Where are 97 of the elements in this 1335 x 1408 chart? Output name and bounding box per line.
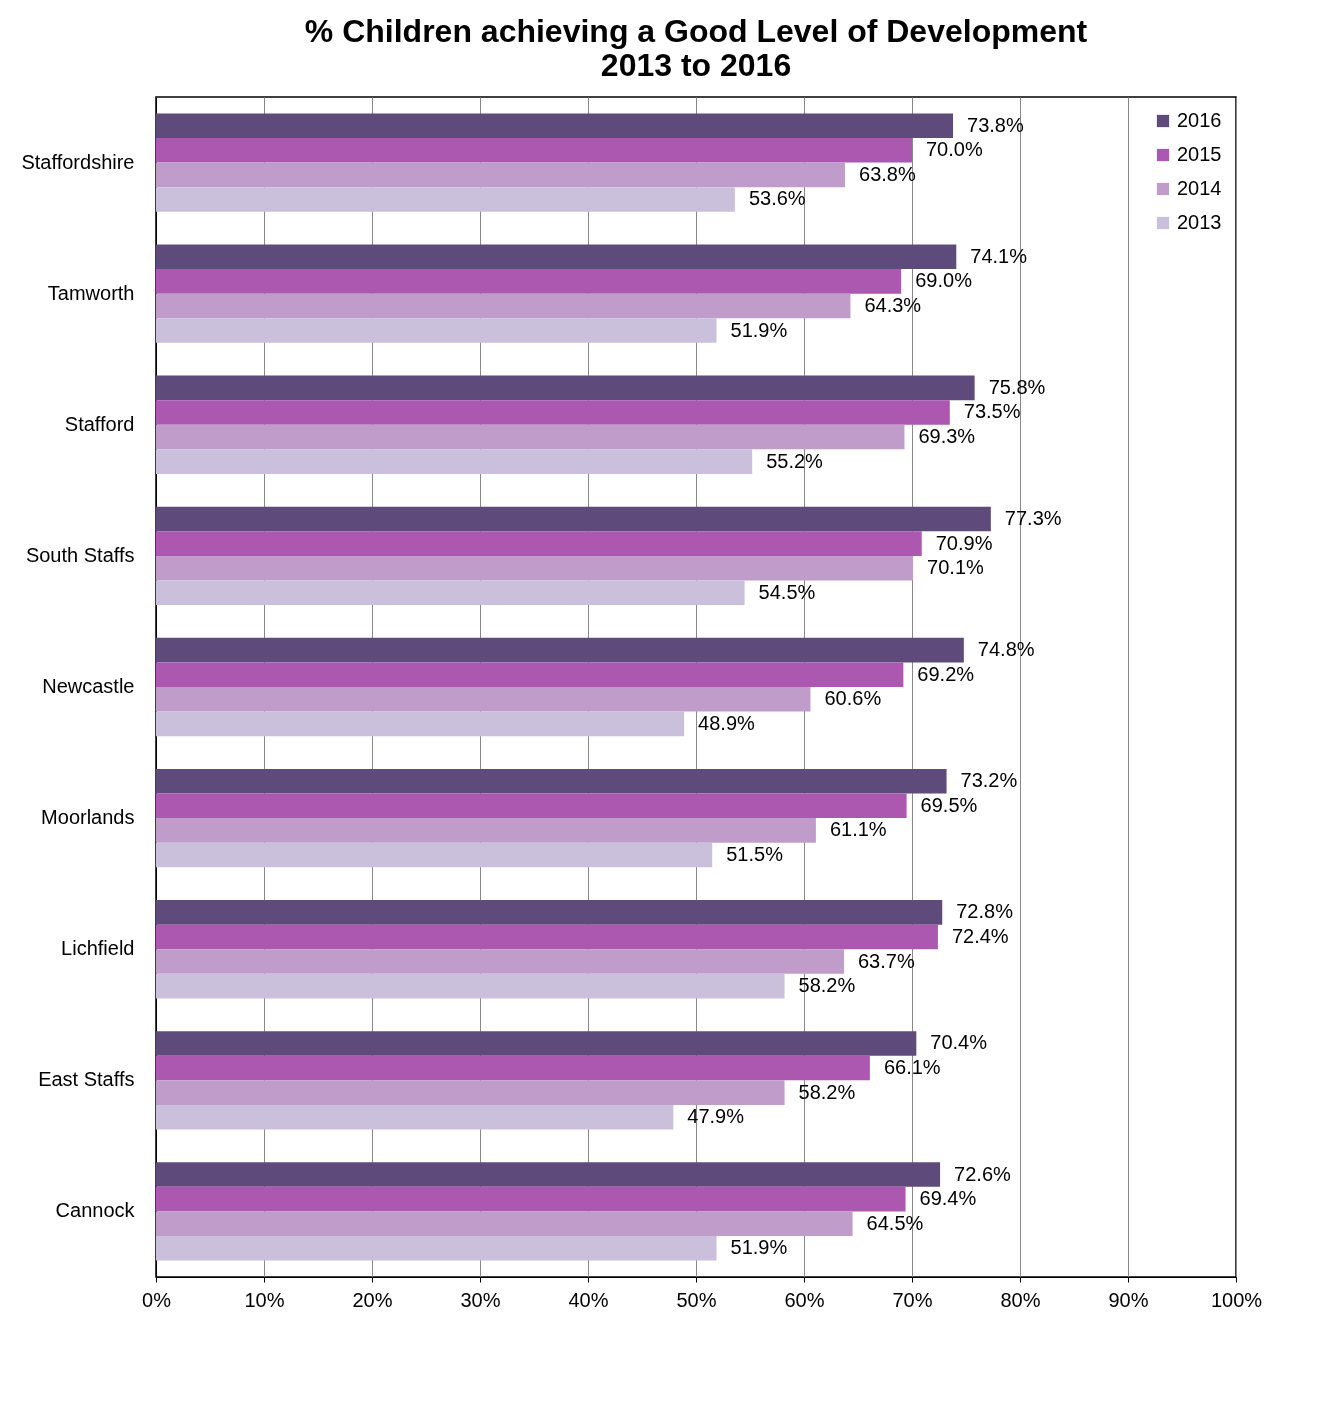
bar bbox=[156, 187, 735, 212]
data-label: 70.9% bbox=[935, 531, 993, 554]
data-label: 58.2% bbox=[798, 974, 856, 997]
bar bbox=[156, 1186, 906, 1212]
bar bbox=[156, 162, 846, 188]
bar bbox=[156, 1080, 785, 1105]
bar bbox=[156, 973, 785, 999]
data-label: 55.2% bbox=[766, 449, 824, 472]
data-label: 51.9% bbox=[730, 1236, 788, 1259]
bar bbox=[156, 1236, 717, 1261]
data-label: 70.4% bbox=[930, 1031, 988, 1054]
bar bbox=[156, 375, 975, 401]
bar bbox=[156, 1104, 674, 1130]
bar bbox=[156, 1162, 941, 1187]
data-label: 53.6% bbox=[748, 187, 806, 210]
data-label: 69.0% bbox=[915, 269, 973, 292]
bar bbox=[156, 637, 964, 663]
bar bbox=[156, 949, 844, 974]
data-label: 64.3% bbox=[864, 293, 922, 316]
data-label: 54.5% bbox=[758, 580, 816, 603]
x-tick-label: 30% bbox=[460, 1288, 501, 1311]
bar bbox=[156, 842, 713, 868]
legend-label: 2016 bbox=[1177, 109, 1222, 131]
bar bbox=[156, 318, 717, 343]
x-tick-label: 40% bbox=[568, 1288, 609, 1311]
data-label: 74.1% bbox=[970, 244, 1028, 267]
bar bbox=[156, 449, 753, 474]
data-label: 73.2% bbox=[960, 769, 1018, 792]
data-label: 64.5% bbox=[866, 1211, 924, 1234]
data-label: 72.6% bbox=[954, 1162, 1012, 1185]
bar bbox=[156, 1055, 870, 1081]
x-tick-label: 50% bbox=[676, 1288, 717, 1311]
data-label: 51.9% bbox=[730, 318, 788, 341]
x-tick-label: 70% bbox=[892, 1288, 933, 1311]
data-label: 69.5% bbox=[920, 793, 978, 816]
data-label: 74.8% bbox=[977, 638, 1035, 661]
data-label: 47.9% bbox=[687, 1105, 745, 1128]
x-tick-label: 20% bbox=[352, 1288, 393, 1311]
y-tick-label: South Staffs bbox=[25, 543, 135, 566]
bar bbox=[156, 711, 685, 737]
bar bbox=[156, 113, 954, 138]
legend-label: 2014 bbox=[1177, 177, 1222, 199]
y-tick-label: Tamworth bbox=[47, 281, 135, 304]
y-tick-label: Lichfield bbox=[61, 937, 135, 960]
chart-title: % Children achieving a Good Level of Development 2013 to 2016 bbox=[304, 13, 1088, 83]
data-label: 73.8% bbox=[967, 113, 1024, 136]
bar bbox=[156, 531, 922, 556]
data-label: 51.5% bbox=[726, 842, 784, 865]
bar bbox=[156, 506, 991, 532]
bar bbox=[156, 793, 907, 819]
bar bbox=[156, 687, 811, 712]
bar bbox=[156, 1211, 853, 1237]
bar bbox=[156, 900, 943, 925]
bar bbox=[156, 269, 902, 294]
bar bbox=[156, 400, 950, 425]
data-label: 69.4% bbox=[919, 1187, 977, 1210]
data-label: 58.2% bbox=[798, 1080, 856, 1103]
bar bbox=[156, 580, 745, 606]
data-label: 69.3% bbox=[918, 425, 976, 448]
x-tick-label: 0% bbox=[142, 1288, 172, 1311]
bar bbox=[156, 555, 914, 581]
data-label: 63.8% bbox=[859, 162, 916, 185]
bar bbox=[156, 818, 816, 843]
data-label: 63.7% bbox=[857, 949, 915, 972]
data-label: 77.3% bbox=[1004, 507, 1062, 530]
data-label: 66.1% bbox=[883, 1056, 941, 1079]
legend-label: 2013 bbox=[1177, 211, 1222, 233]
y-tick-label: Staffordshire bbox=[21, 150, 135, 173]
data-label: 48.9% bbox=[698, 711, 756, 734]
data-label: 60.6% bbox=[824, 687, 882, 710]
y-tick-label: Stafford bbox=[64, 412, 135, 435]
x-tick-label: 80% bbox=[1000, 1288, 1041, 1311]
bar bbox=[156, 924, 938, 950]
y-tick-label: Newcastle bbox=[42, 675, 135, 697]
bar bbox=[156, 424, 905, 450]
y-tick-label: Cannock bbox=[55, 1199, 136, 1222]
x-tick-label: 100% bbox=[1210, 1288, 1263, 1311]
x-tick-label: 60% bbox=[784, 1288, 825, 1311]
x-tick-label: 10% bbox=[244, 1288, 285, 1311]
bar bbox=[156, 662, 904, 687]
data-label: 69.2% bbox=[917, 662, 975, 685]
data-label: 73.5% bbox=[963, 400, 1021, 423]
y-tick-label: Moorlands bbox=[41, 806, 135, 829]
data-label: 72.8% bbox=[956, 900, 1014, 923]
y-tick-label: East Staffs bbox=[38, 1068, 135, 1091]
data-label: 75.8% bbox=[988, 375, 1046, 398]
x-tick-label: 90% bbox=[1108, 1288, 1149, 1311]
bar bbox=[156, 244, 957, 270]
bar bbox=[156, 137, 912, 163]
bar bbox=[156, 1031, 917, 1056]
data-label: 61.1% bbox=[829, 818, 887, 841]
legend-label: 2015 bbox=[1177, 143, 1222, 165]
bar bbox=[156, 768, 947, 794]
data-label: 70.0% bbox=[926, 138, 983, 161]
bar bbox=[156, 293, 851, 319]
data-label: 70.1% bbox=[927, 556, 985, 579]
data-label: 72.4% bbox=[951, 924, 1009, 947]
